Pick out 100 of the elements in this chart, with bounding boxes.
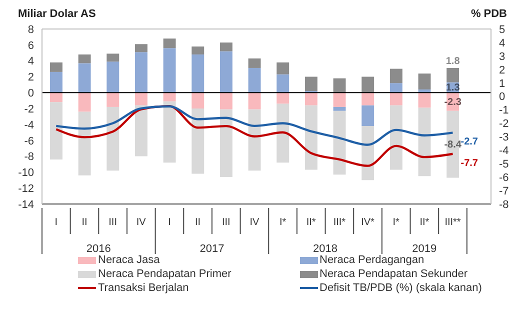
bar (304, 92, 318, 106)
y-tick-label: 6 (28, 40, 34, 52)
y2-tick-label: -4 (499, 145, 509, 158)
x-tick-label: III (222, 217, 230, 228)
bar (248, 58, 261, 68)
y-tick-label: -14 (18, 198, 34, 211)
y2-tick-label: 3 (499, 50, 506, 63)
x-tick-label: I (168, 217, 171, 228)
bar (134, 92, 148, 106)
bar (106, 54, 120, 62)
bar (220, 51, 232, 93)
bar (362, 105, 374, 126)
bar (163, 101, 176, 163)
y2-tick-label: 2 (499, 64, 506, 76)
bar (50, 102, 62, 160)
bar (390, 83, 402, 93)
bar (276, 92, 290, 104)
x-tick-label: III (108, 217, 117, 228)
bar (220, 109, 232, 177)
y-tick-label: -4 (24, 119, 34, 132)
bar (134, 44, 148, 52)
bar (362, 126, 374, 180)
data-label: -2.3 (444, 96, 462, 108)
legend-label: Transaksi Berjalan (98, 282, 189, 294)
bar (248, 68, 261, 93)
bar (220, 92, 232, 110)
x-tick-label: III* (333, 217, 346, 228)
legend-label: Neraca Perdagangan (320, 254, 424, 266)
y2-tick-label: -5 (499, 158, 509, 171)
legend-label: Neraca Pendapatan Sekunder (320, 268, 468, 280)
y2-tick-label: -8 (499, 198, 509, 211)
data-label: 1.8 (446, 56, 460, 67)
text: 2016 (86, 243, 111, 255)
bar (192, 46, 204, 54)
bar (163, 38, 176, 48)
bar (134, 105, 148, 156)
x-tick-label: IV* (361, 217, 375, 228)
y-tick-label: 8 (28, 24, 34, 36)
bar (418, 92, 431, 108)
x-tick-label: III** (444, 217, 461, 228)
bar (304, 76, 318, 92)
bar (446, 110, 460, 178)
y2-tick-label: -2 (499, 118, 509, 130)
bar (50, 62, 62, 72)
bar (192, 108, 204, 174)
y-tick-label: -2 (24, 103, 34, 116)
legend-label: Defisit TB/PDB (%) (skala kanan) (320, 282, 482, 294)
bar (248, 92, 261, 110)
y2-tick-label: -3 (499, 132, 509, 144)
x-tick-label: II* (306, 217, 316, 228)
bar (276, 104, 290, 163)
x-tick-label: IV (136, 217, 146, 228)
y2-tick-label: 1 (499, 78, 506, 90)
y-tick-label: 4 (28, 56, 34, 68)
bar (192, 54, 204, 93)
y2-tick-label: -6 (499, 172, 509, 184)
text: 2017 (200, 243, 224, 255)
bar (192, 92, 204, 109)
bar (418, 74, 431, 90)
bar (78, 63, 91, 93)
bar (362, 92, 374, 106)
bar (276, 62, 290, 74)
bar (333, 78, 346, 93)
y2-tick-label: 4 (499, 37, 506, 50)
y-tick-label: -6 (24, 135, 34, 148)
text: 2019 (412, 243, 437, 255)
x-tick-label: I* (392, 217, 400, 228)
bar (248, 109, 261, 171)
bar (333, 106, 346, 111)
x-tick-label: IV (250, 217, 260, 228)
bar (106, 92, 120, 107)
bar (390, 92, 402, 106)
data-label: -2.7 (460, 136, 478, 148)
y-axis-title: Miliar Dolar AS (18, 8, 96, 22)
legend-label: Neraca Jasa (98, 254, 160, 266)
bar (333, 92, 346, 107)
bar (163, 92, 176, 102)
bar (78, 54, 91, 64)
y-tick-label: 2 (28, 72, 34, 84)
bar (78, 112, 91, 176)
y2-tick-label: -1 (499, 104, 509, 117)
y-tick-label: -10 (18, 167, 34, 180)
y2-tick-label: 0 (499, 91, 506, 104)
legend-label: Neraca Pendapatan Primer (98, 268, 232, 280)
text: 2018 (313, 243, 338, 255)
bar (50, 92, 62, 102)
data-label: -8.4 (444, 139, 462, 150)
x-tick-label: I (54, 217, 58, 228)
bar (134, 52, 148, 93)
x-tick-label: II (82, 217, 88, 228)
bar (220, 42, 232, 52)
bar (304, 105, 318, 170)
bar (50, 72, 62, 93)
x-tick-label: II* (420, 217, 430, 228)
y-tick-label: 0 (28, 88, 34, 100)
y2-tick-label: 5 (499, 24, 506, 36)
bar (276, 74, 290, 93)
bar (106, 62, 120, 93)
bar (78, 92, 91, 112)
bar (390, 105, 402, 170)
